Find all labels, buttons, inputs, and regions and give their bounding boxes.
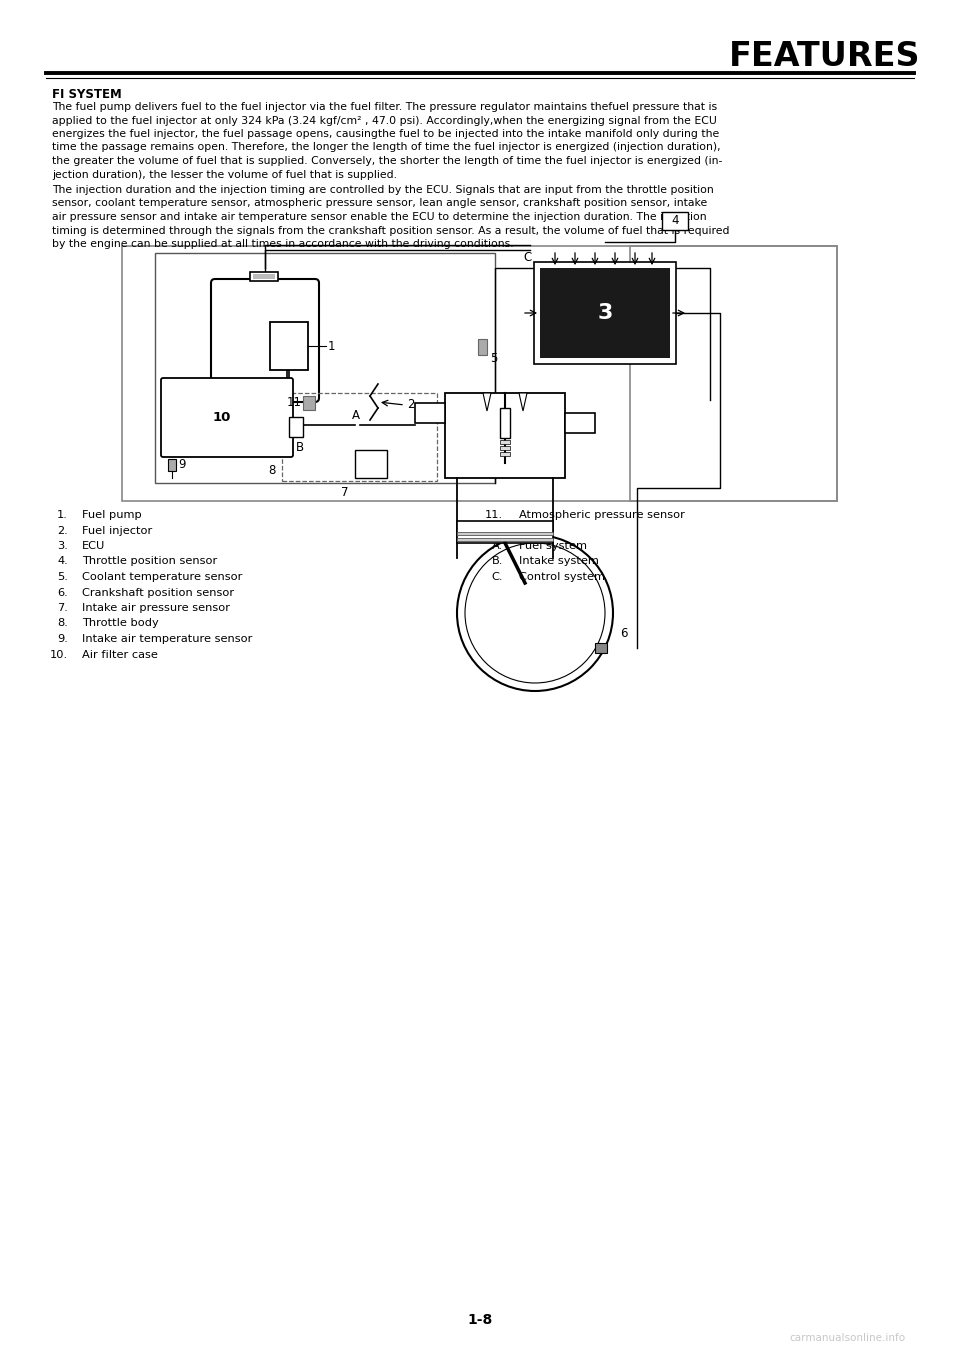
Text: 6.: 6. bbox=[58, 588, 68, 598]
Bar bbox=[155, 253, 495, 483]
Text: Fuel injector: Fuel injector bbox=[82, 526, 153, 535]
Text: 1: 1 bbox=[328, 340, 335, 353]
Bar bbox=[630, 246, 837, 501]
Bar bbox=[250, 272, 278, 281]
Text: 3: 3 bbox=[597, 303, 612, 323]
Bar bbox=[595, 644, 607, 653]
Text: 8: 8 bbox=[269, 463, 276, 477]
Bar bbox=[122, 246, 837, 501]
Text: 2.: 2. bbox=[58, 526, 68, 535]
Bar bbox=[478, 340, 487, 354]
Text: air pressure sensor and intake air temperature sensor enable the ECU to determin: air pressure sensor and intake air tempe… bbox=[52, 212, 707, 221]
Bar bbox=[270, 322, 308, 369]
Text: FI SYSTEM: FI SYSTEM bbox=[52, 88, 122, 100]
Text: The fuel pump delivers fuel to the fuel injector via the fuel filter. The pressu: The fuel pump delivers fuel to the fuel … bbox=[52, 102, 717, 111]
Text: 10.: 10. bbox=[50, 649, 68, 660]
Text: 1-8: 1-8 bbox=[468, 1313, 492, 1327]
Bar bbox=[500, 440, 510, 444]
Bar bbox=[534, 262, 676, 364]
Text: jection duration), the lesser the volume of fuel that is supplied.: jection duration), the lesser the volume… bbox=[52, 170, 397, 179]
Text: 6: 6 bbox=[620, 627, 628, 640]
Bar bbox=[457, 532, 553, 535]
Text: Atmospheric pressure sensor: Atmospheric pressure sensor bbox=[519, 511, 684, 520]
Text: B.: B. bbox=[492, 557, 503, 566]
Bar bbox=[565, 413, 595, 433]
Text: A.: A. bbox=[492, 540, 503, 551]
Bar bbox=[500, 452, 510, 456]
FancyBboxPatch shape bbox=[161, 378, 293, 458]
Bar bbox=[540, 268, 670, 359]
Text: the greater the volume of fuel that is supplied. Conversely, the shorter the len: the greater the volume of fuel that is s… bbox=[52, 156, 722, 166]
Text: Fuel pump: Fuel pump bbox=[82, 511, 142, 520]
Text: Air filter case: Air filter case bbox=[82, 649, 157, 660]
Bar bbox=[500, 407, 510, 439]
Bar bbox=[457, 521, 553, 543]
Polygon shape bbox=[519, 392, 527, 411]
Text: 8.: 8. bbox=[58, 618, 68, 629]
Bar bbox=[168, 459, 176, 471]
Text: 4.: 4. bbox=[58, 557, 68, 566]
Bar bbox=[289, 417, 303, 437]
Text: ECU: ECU bbox=[82, 540, 106, 551]
Bar bbox=[457, 538, 553, 540]
Bar bbox=[282, 392, 437, 481]
Text: C: C bbox=[524, 251, 532, 263]
Text: FEATURES: FEATURES bbox=[729, 39, 920, 73]
Text: 5: 5 bbox=[490, 352, 497, 364]
Bar bbox=[253, 274, 275, 278]
Text: Intake air pressure sensor: Intake air pressure sensor bbox=[82, 603, 230, 612]
Text: Intake air temperature sensor: Intake air temperature sensor bbox=[82, 634, 252, 644]
Text: carmanualsonline.info: carmanualsonline.info bbox=[789, 1334, 905, 1343]
Bar bbox=[445, 392, 565, 478]
Text: energizes the fuel injector, the fuel passage opens, causingthe fuel to be injec: energizes the fuel injector, the fuel pa… bbox=[52, 129, 719, 139]
Text: C.: C. bbox=[492, 572, 503, 583]
Text: 10: 10 bbox=[213, 411, 231, 424]
Bar bbox=[355, 449, 387, 478]
Text: 1.: 1. bbox=[58, 511, 68, 520]
Text: Crankshaft position sensor: Crankshaft position sensor bbox=[82, 588, 234, 598]
Bar bbox=[500, 445, 510, 449]
Text: 3.: 3. bbox=[58, 540, 68, 551]
Text: sensor, coolant temperature sensor, atmospheric pressure sensor, lean angle sens: sensor, coolant temperature sensor, atmo… bbox=[52, 198, 708, 209]
Text: 5.: 5. bbox=[58, 572, 68, 583]
Text: Throttle body: Throttle body bbox=[82, 618, 158, 629]
Bar bbox=[662, 212, 688, 230]
Text: by the engine can be supplied at all times in accordance with the driving condit: by the engine can be supplied at all tim… bbox=[52, 239, 514, 249]
Text: applied to the fuel injector at only 324 kPa (3.24 kgf/cm² , 47.0 psi). Accordin: applied to the fuel injector at only 324… bbox=[52, 115, 717, 125]
Text: time the passage remains open. Therefore, the longer the length of time the fuel: time the passage remains open. Therefore… bbox=[52, 143, 721, 152]
FancyBboxPatch shape bbox=[211, 278, 319, 402]
Text: The injection duration and the injection timing are controlled by the ECU. Signa: The injection duration and the injection… bbox=[52, 185, 713, 196]
Text: A: A bbox=[352, 409, 360, 422]
Text: 4: 4 bbox=[671, 215, 679, 228]
Text: timing is determined through the signals from the crankshaft position sensor. As: timing is determined through the signals… bbox=[52, 225, 730, 235]
Text: B: B bbox=[296, 441, 304, 454]
Text: 11.: 11. bbox=[485, 511, 503, 520]
Text: Intake system: Intake system bbox=[519, 557, 599, 566]
Text: 9.: 9. bbox=[58, 634, 68, 644]
Text: Control system: Control system bbox=[519, 572, 605, 583]
Text: 9: 9 bbox=[178, 458, 185, 470]
Text: Coolant temperature sensor: Coolant temperature sensor bbox=[82, 572, 242, 583]
Bar bbox=[303, 397, 315, 410]
Text: 2: 2 bbox=[407, 398, 415, 411]
Text: 11: 11 bbox=[287, 395, 302, 409]
Text: 7.: 7. bbox=[58, 603, 68, 612]
Bar bbox=[415, 403, 445, 422]
Text: 7: 7 bbox=[341, 486, 348, 498]
Text: Throttle position sensor: Throttle position sensor bbox=[82, 557, 217, 566]
Polygon shape bbox=[483, 392, 491, 411]
Text: Fuel system: Fuel system bbox=[519, 540, 587, 551]
